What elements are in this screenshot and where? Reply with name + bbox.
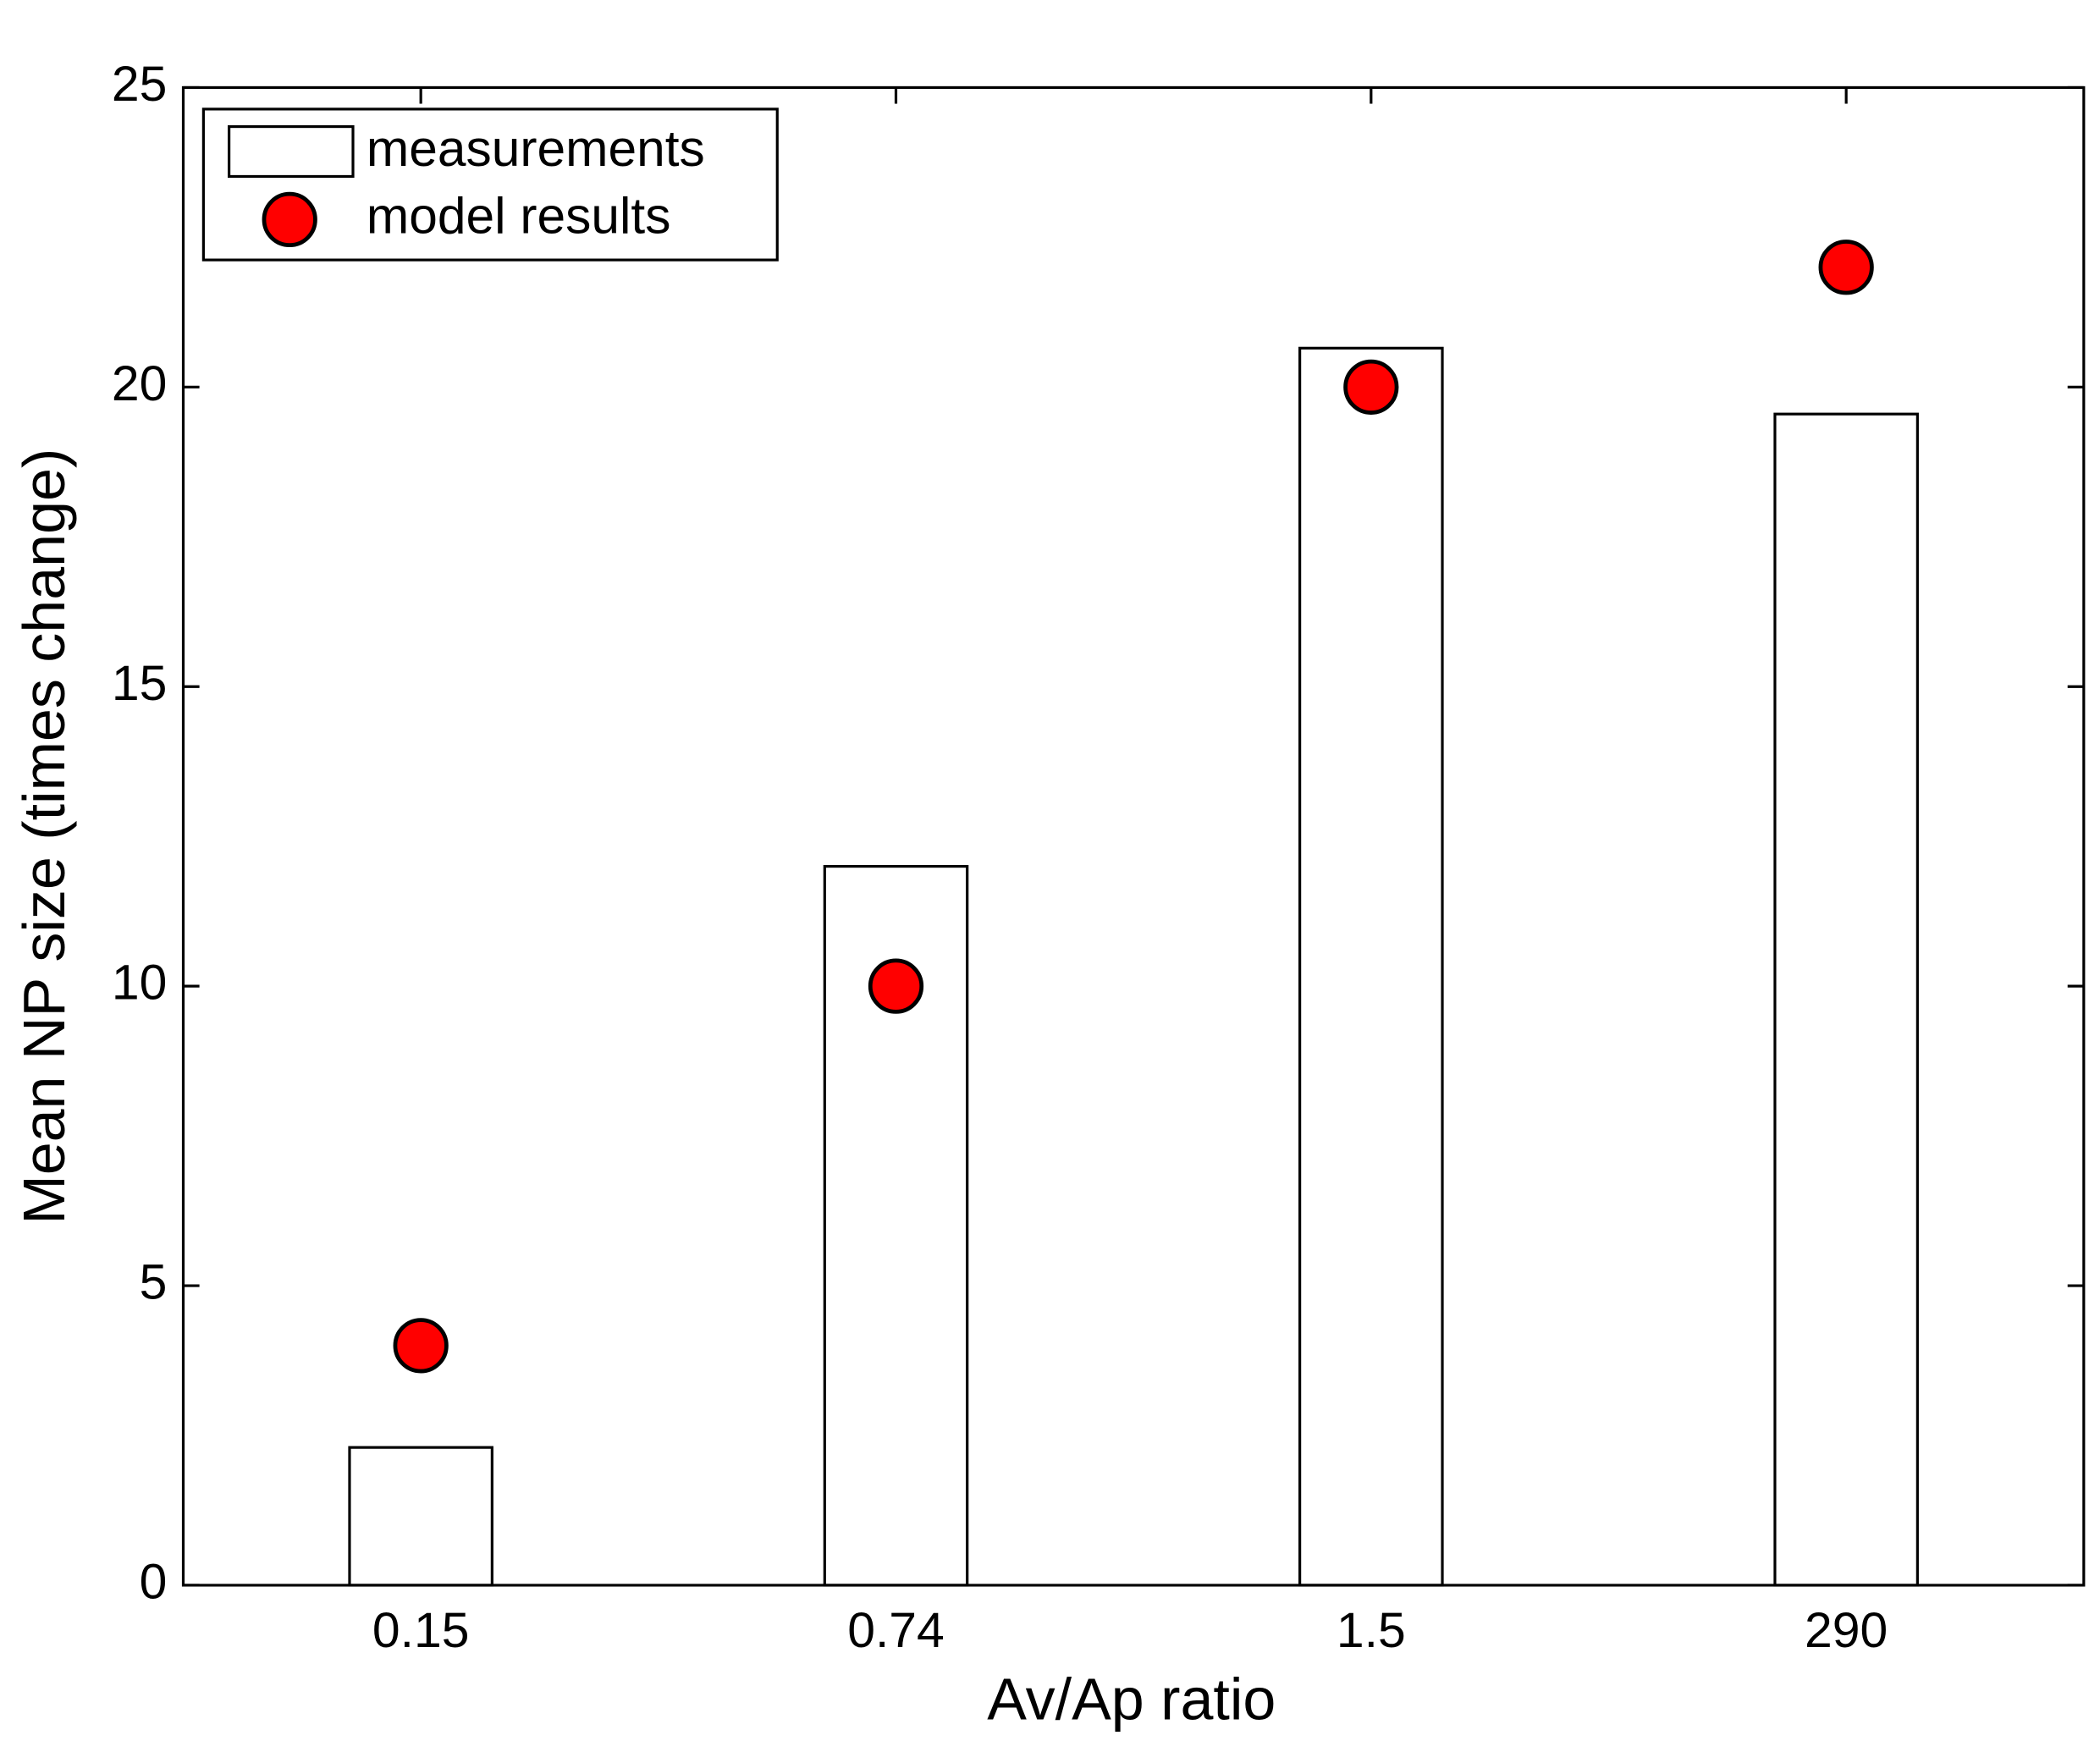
y-tick-label: 5 bbox=[140, 1255, 168, 1310]
x-tick-label: 1.5 bbox=[1337, 1603, 1406, 1658]
marker bbox=[868, 958, 924, 1014]
y-tick-label: 10 bbox=[112, 956, 167, 1011]
bar bbox=[1773, 412, 1919, 1587]
y-tick-label: 25 bbox=[112, 57, 167, 112]
marker bbox=[1343, 359, 1399, 415]
y-axis-label: Mean NP size (times change) bbox=[11, 449, 77, 1225]
legend-swatch bbox=[228, 124, 355, 179]
bar bbox=[1298, 346, 1444, 1587]
y-tick-label: 20 bbox=[112, 356, 167, 411]
legend-swatch bbox=[262, 191, 317, 248]
x-tick-label: 290 bbox=[1805, 1603, 1888, 1658]
legend-label: model results bbox=[367, 186, 671, 244]
bar bbox=[348, 1446, 493, 1587]
x-axis-label: Av/Ap ratio bbox=[987, 1666, 1276, 1732]
y-tick-label: 15 bbox=[112, 656, 167, 711]
marker bbox=[1818, 240, 1874, 295]
y-tick-label: 0 bbox=[140, 1554, 168, 1609]
legend-label: measurements bbox=[367, 119, 705, 177]
x-tick-label: 0.74 bbox=[847, 1603, 945, 1658]
x-tick-label: 0.15 bbox=[372, 1603, 470, 1658]
marker bbox=[393, 1318, 449, 1374]
plot-frame bbox=[181, 85, 2086, 1587]
